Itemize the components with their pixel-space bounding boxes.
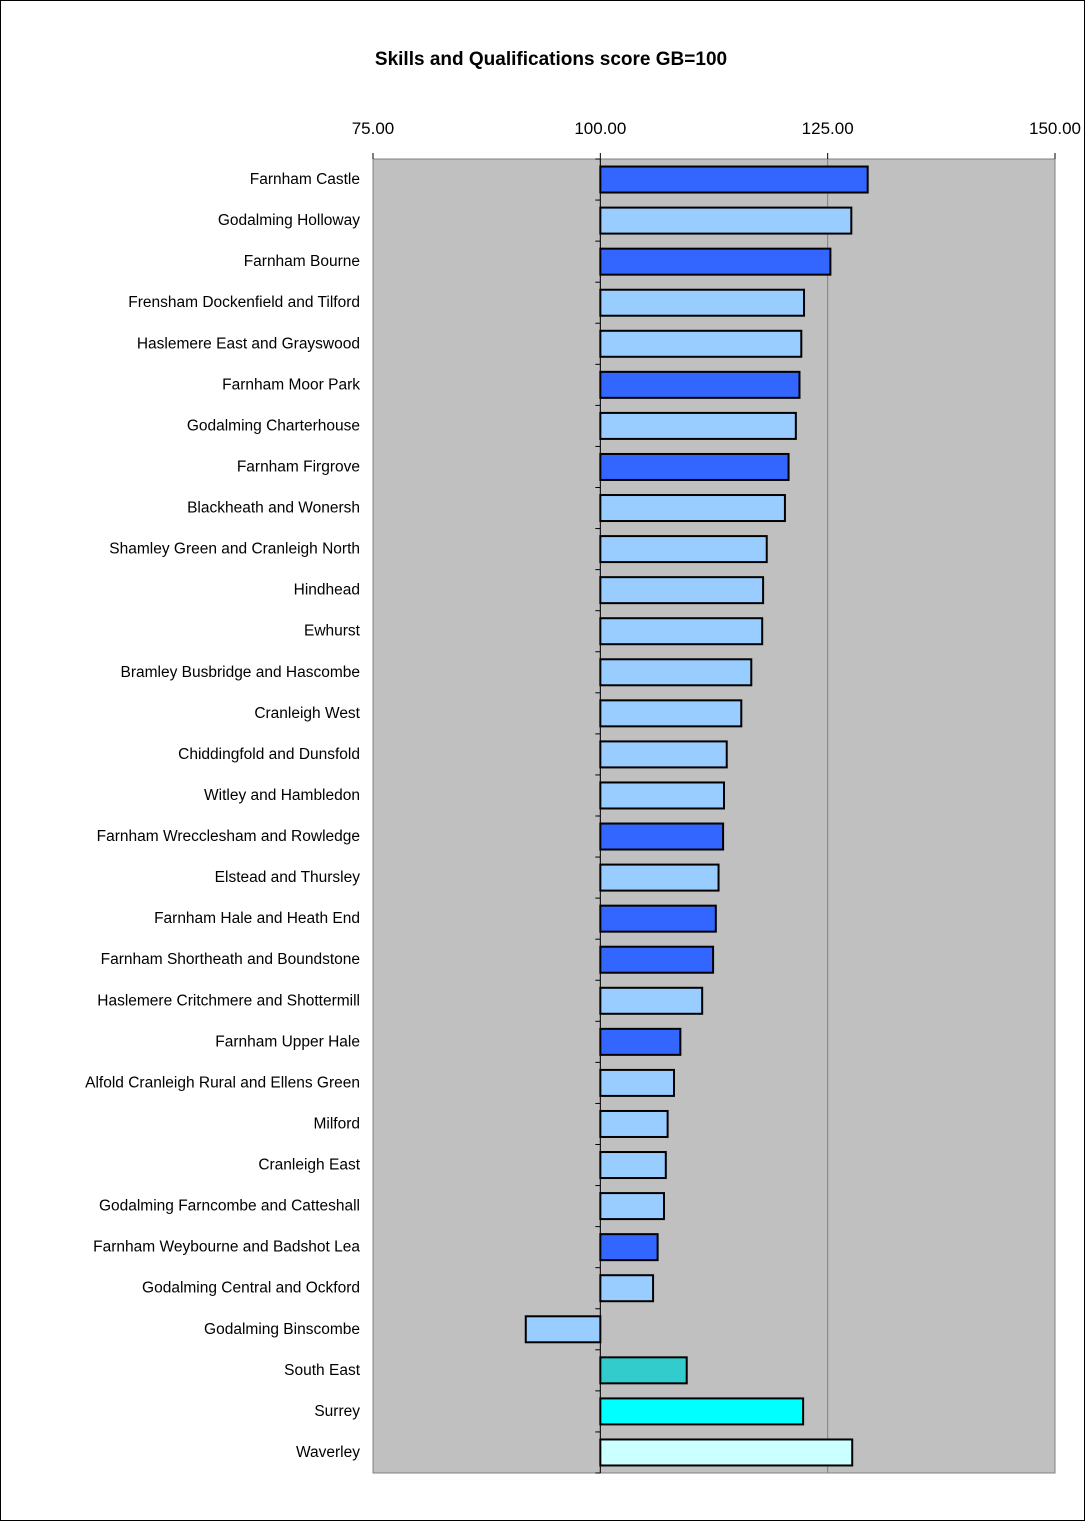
category-label: Hindhead: [294, 582, 360, 599]
x-axis: 75.00 100.00 125.00 150.00: [352, 119, 1081, 1474]
category-label: Farnham Wrecclesham and Rowledge: [97, 828, 360, 845]
category-label: Farnham Weybourne and Badshot Lea: [93, 1239, 360, 1256]
bar: [599, 411, 797, 440]
category-label: Godalming Charterhouse: [187, 417, 360, 434]
bar: [599, 822, 725, 851]
x-tick-label: 100.00: [574, 119, 626, 138]
x-tick-label: 125.00: [802, 119, 854, 138]
category-label: Milford: [313, 1115, 360, 1132]
category-label: Farnham Castle: [250, 171, 360, 188]
bar: [599, 494, 786, 523]
category-label: Frensham Dockenfield and Tilford: [128, 294, 360, 311]
category-label: Haslemere Critchmere and Shottermill: [97, 992, 360, 1009]
chart-title: Skills and Qualifications score GB=100: [375, 49, 727, 70]
category-label: Cranleigh East: [258, 1157, 360, 1174]
bar: [599, 699, 743, 728]
bar: [524, 1315, 602, 1344]
bar: [599, 329, 803, 358]
category-label: Farnham Bourne: [244, 253, 360, 270]
bar: [599, 945, 715, 974]
bars: [524, 165, 869, 1467]
category-label: Waverley: [296, 1444, 360, 1461]
category-labels: Farnham Castle Godalming Holloway Farnham …: [85, 171, 361, 1461]
category-label: South East: [284, 1362, 361, 1379]
category-label: Bramley Busbridge and Hascombe: [120, 664, 360, 681]
category-label: Surrey: [314, 1403, 360, 1420]
bar: [599, 576, 765, 605]
category-label: Elstead and Thursley: [215, 869, 361, 886]
bar: [599, 1356, 688, 1385]
category-label: Ewhurst: [304, 623, 361, 640]
category-label: Chiddingfold and Dunsfold: [178, 746, 360, 763]
bar: [599, 288, 806, 317]
bar: [599, 904, 717, 933]
bar: [599, 1397, 805, 1426]
bar: [599, 1438, 854, 1467]
category-label: Farnham Shortheath and Boundstone: [101, 951, 360, 968]
bar: [599, 247, 832, 276]
bar: [599, 863, 720, 892]
category-label: Shamley Green and Cranleigh North: [109, 541, 360, 558]
category-label: Farnham Firgrove: [237, 458, 360, 475]
bar: [599, 1233, 659, 1262]
bar: [599, 1068, 675, 1097]
category-label: Cranleigh West: [254, 705, 360, 722]
bar: [599, 781, 726, 810]
bar: [599, 535, 768, 564]
category-label: Witley and Hambledon: [204, 787, 360, 804]
bar: [599, 617, 764, 646]
bar: [599, 1151, 667, 1180]
category-label: Blackheath and Wonersh: [187, 500, 360, 517]
category-label: Godalming Central and Ockford: [142, 1280, 360, 1297]
category-label: Farnham Moor Park: [222, 376, 360, 393]
bar: [599, 1027, 682, 1056]
category-label: Alfold Cranleigh Rural and Ellens Green: [85, 1074, 360, 1091]
bar: [599, 1109, 669, 1138]
category-label: Haslemere East and Grayswood: [137, 335, 360, 352]
bar: [599, 206, 853, 235]
category-label: Farnham Hale and Heath End: [154, 910, 360, 927]
category-label: Godalming Holloway: [218, 212, 360, 229]
bar: [599, 740, 728, 769]
x-tick-label: 150.00: [1029, 119, 1081, 138]
category-label: Farnham Upper Hale: [215, 1033, 360, 1050]
bar: [599, 452, 790, 481]
category-label: Godalming Binscombe: [204, 1321, 360, 1338]
category-label: Godalming Farncombe and Catteshall: [99, 1198, 360, 1215]
bar: [599, 986, 704, 1015]
bar: [599, 165, 869, 194]
bar: [599, 1192, 665, 1221]
bar: [599, 658, 753, 687]
bar: [599, 1274, 655, 1303]
bar: [599, 370, 801, 399]
x-tick-label: 75.00: [352, 119, 395, 138]
